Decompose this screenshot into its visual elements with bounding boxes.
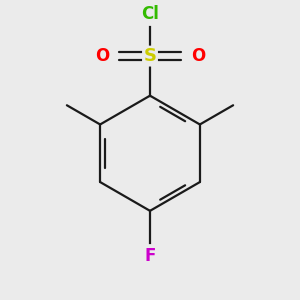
- Text: O: O: [191, 47, 205, 65]
- Text: F: F: [144, 248, 156, 266]
- Text: S: S: [143, 47, 157, 65]
- Text: Cl: Cl: [141, 5, 159, 23]
- Text: O: O: [95, 47, 109, 65]
